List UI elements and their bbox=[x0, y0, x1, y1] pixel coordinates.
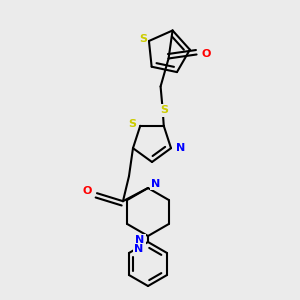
Text: S: S bbox=[128, 119, 136, 129]
Text: S: S bbox=[160, 106, 169, 116]
Text: N: N bbox=[176, 143, 186, 153]
Text: O: O bbox=[202, 50, 211, 59]
Text: N: N bbox=[152, 179, 160, 189]
Text: O: O bbox=[82, 186, 92, 196]
Text: N: N bbox=[134, 244, 144, 254]
Text: N: N bbox=[135, 235, 145, 245]
Text: S: S bbox=[139, 34, 147, 44]
